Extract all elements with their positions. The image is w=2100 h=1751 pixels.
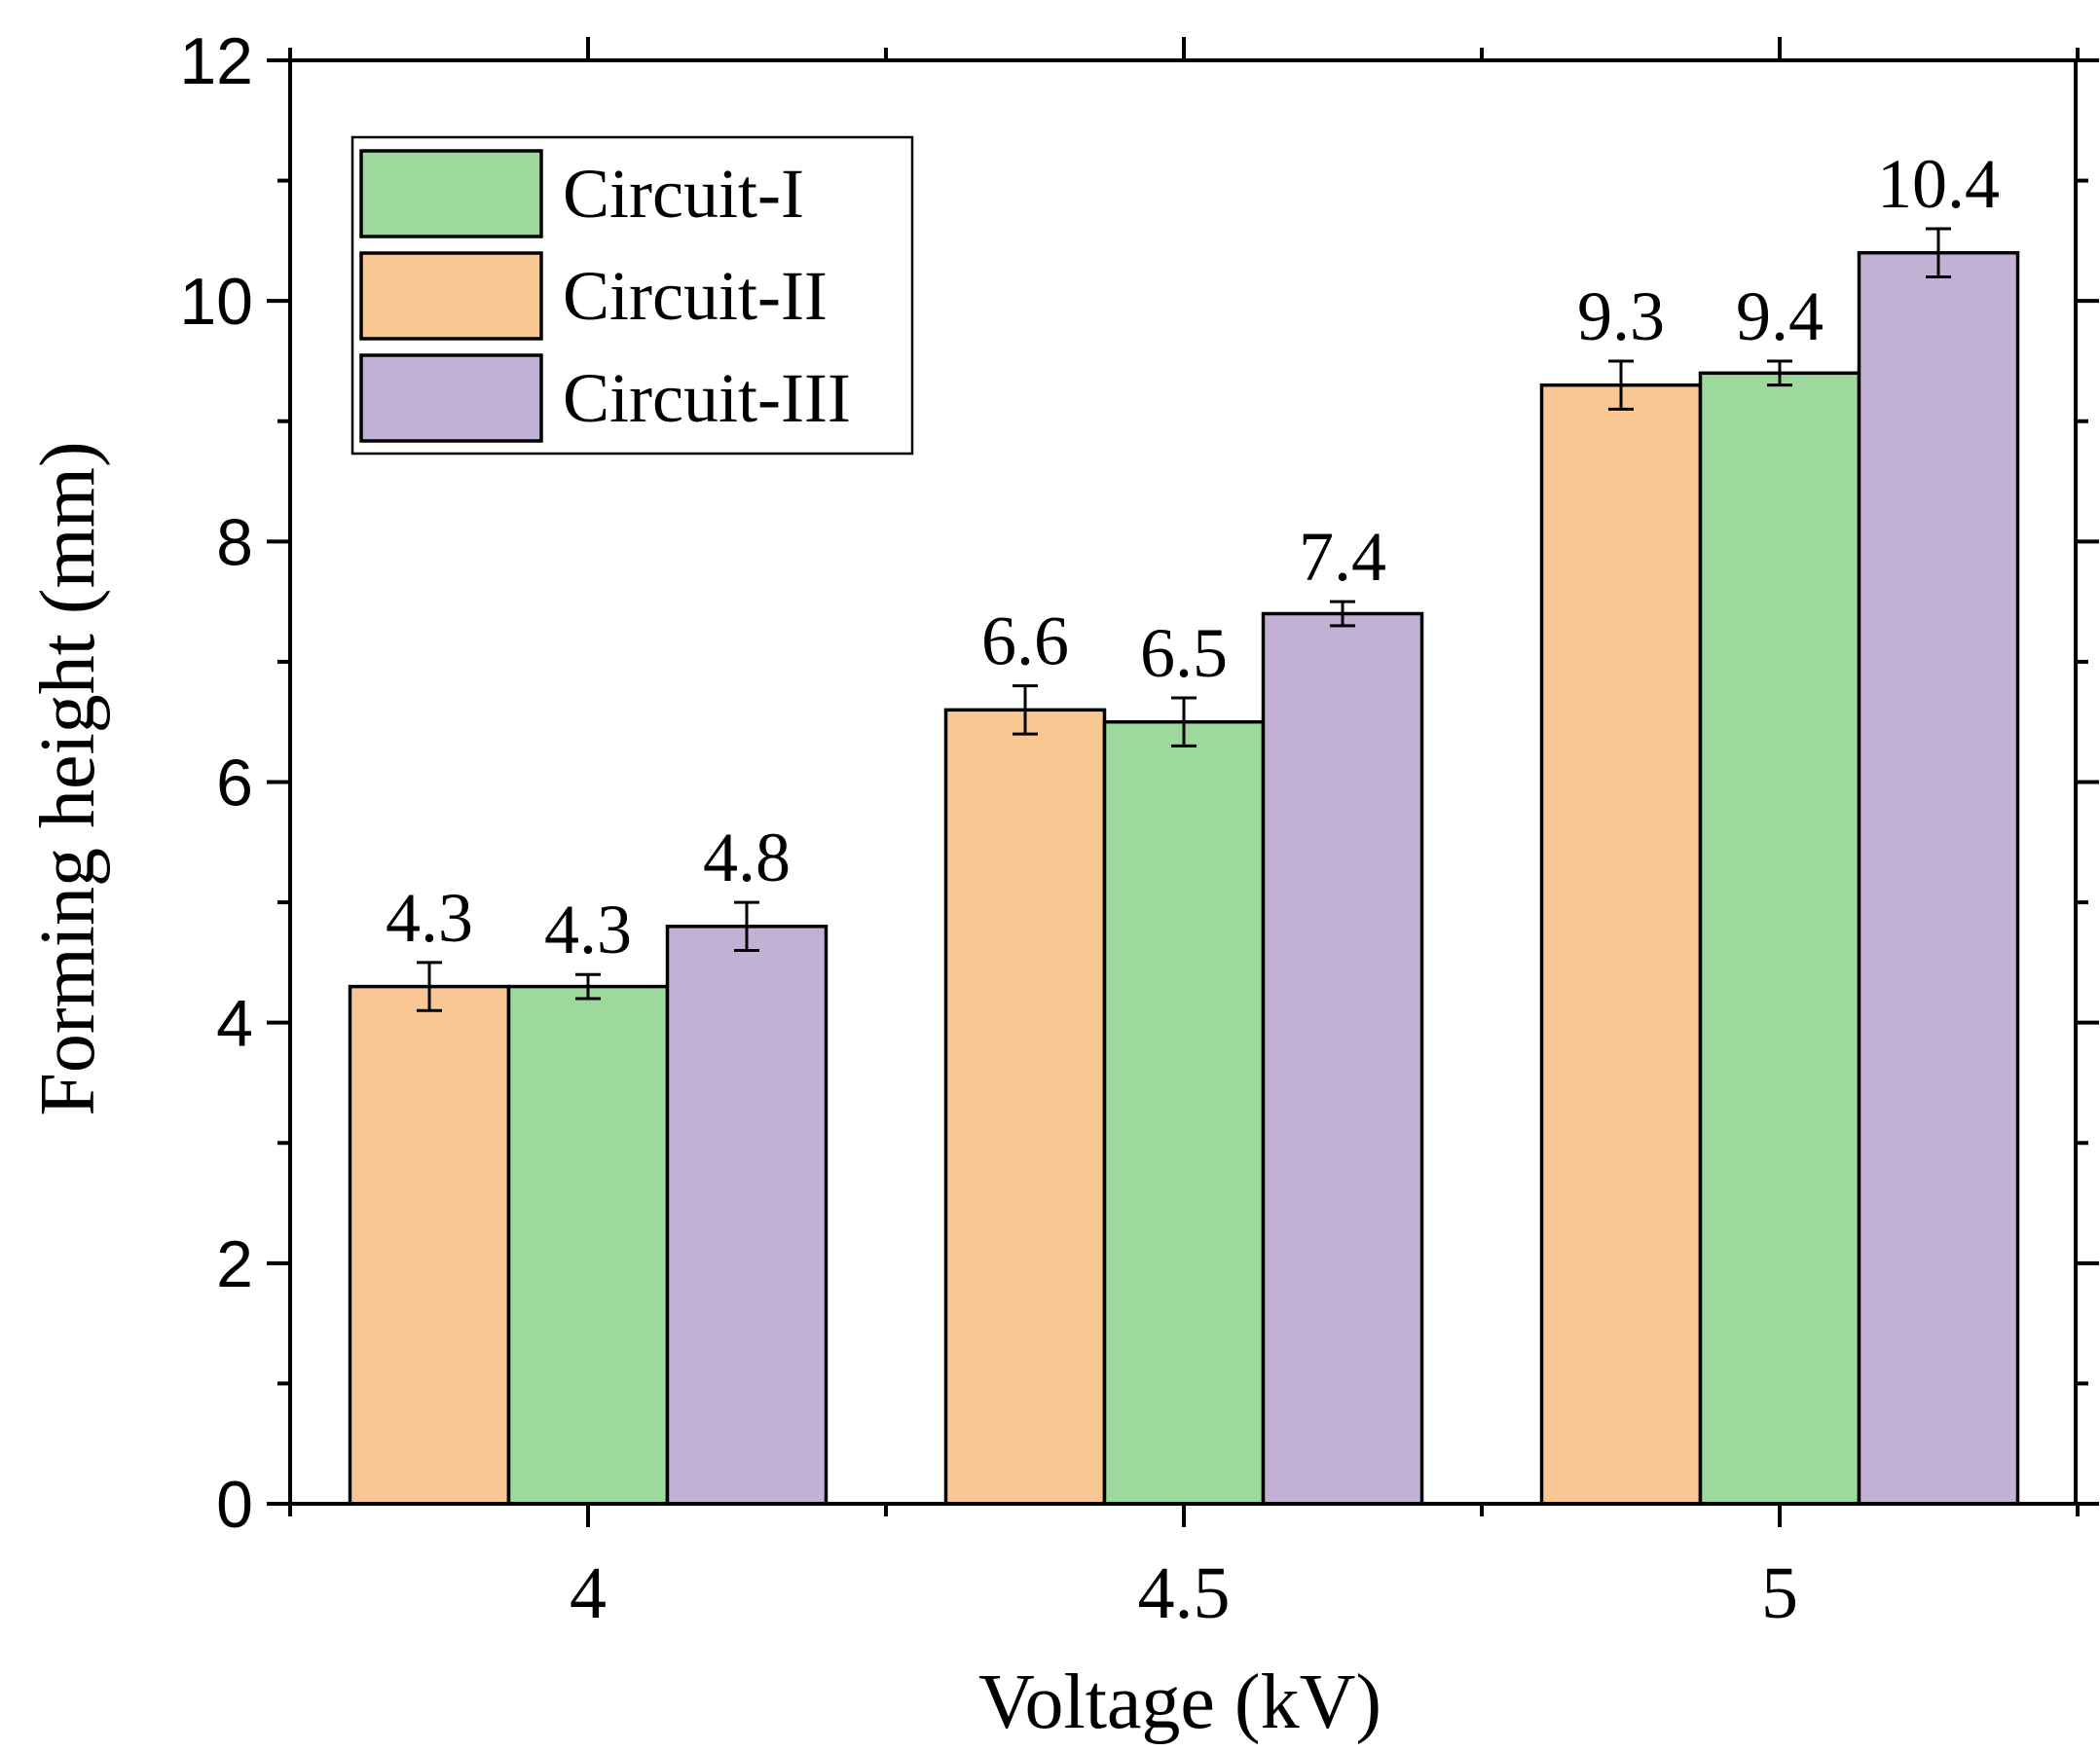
x-tick-label: 4.5 — [1138, 1552, 1231, 1634]
y-tick-label: 8 — [216, 505, 253, 579]
bar-circuit-i-4.5 — [1102, 719, 1266, 1506]
data-label-circuit-iii-4: 4.8 — [703, 819, 791, 896]
plot-area: 4.3 6.6 9.3 4.3 6.5 9.4 4.8 7.4 10.4 0 2 4 6 8 10 12 4 4.… — [179, 24, 2099, 1634]
y-tick-label: 6 — [216, 747, 253, 821]
legend: Circuit-I Circuit-II Circuit-III — [350, 135, 914, 456]
error-bar-circuit-iii-4.5 — [1330, 600, 1355, 628]
y-tick-label: 2 — [216, 1227, 253, 1301]
bar-circuit-iii-4 — [665, 925, 829, 1506]
data-label-circuit-i-5: 9.4 — [1736, 277, 1824, 355]
data-label-circuit-iii-4.5: 7.4 — [1299, 518, 1386, 596]
x-axis-title: Voltage (kV) — [978, 1660, 1382, 1745]
y-tick-label: 10 — [179, 265, 253, 339]
y-tick-label: 0 — [216, 1468, 253, 1542]
data-label-circuit-ii-4.5: 6.6 — [981, 602, 1069, 680]
bar-circuit-ii-4 — [348, 984, 511, 1506]
data-label-circuit-i-4.5: 6.5 — [1140, 614, 1228, 692]
error-bar-circuit-ii-4 — [417, 961, 442, 1012]
x-tick-label: 4 — [570, 1552, 607, 1634]
legend-label-circuit-ii: Circuit-II — [563, 257, 828, 335]
error-bar-circuit-i-5 — [1767, 359, 1792, 387]
bar-circuit-i-4 — [506, 984, 670, 1506]
bar-circuit-i-5 — [1698, 371, 1861, 1506]
legend-swatch-circuit-iii — [359, 353, 543, 443]
bar-circuit-iii-4.5 — [1261, 611, 1424, 1506]
error-bar-circuit-ii-4.5 — [1013, 684, 1038, 736]
error-bar-circuit-ii-5 — [1608, 359, 1634, 411]
y-tick-label: 4 — [216, 987, 253, 1061]
y-axis-title: Forming height (mm) — [25, 441, 111, 1115]
y-tick-label: 12 — [179, 24, 253, 98]
bar-circuit-ii-5 — [1539, 383, 1703, 1506]
error-bar-circuit-i-4.5 — [1171, 696, 1197, 748]
legend-swatch-circuit-i — [359, 149, 543, 238]
legend-label-circuit-iii: Circuit-III — [563, 359, 851, 437]
legend-label-circuit-i: Circuit-I — [563, 155, 804, 233]
error-bar-circuit-iii-5 — [1926, 227, 1951, 278]
data-label-circuit-i-4: 4.3 — [544, 891, 632, 968]
data-label-circuit-ii-4: 4.3 — [386, 879, 473, 957]
bar-circuit-iii-5 — [1857, 250, 2020, 1506]
error-bar-circuit-iii-4 — [734, 900, 759, 953]
data-label-circuit-iii-5: 10.4 — [1877, 145, 2000, 223]
error-bar-circuit-i-4 — [575, 972, 601, 1001]
legend-swatch-circuit-ii — [359, 251, 543, 341]
data-label-circuit-ii-5: 9.3 — [1577, 277, 1665, 355]
bar-circuit-ii-4.5 — [943, 708, 1107, 1506]
x-tick-label: 5 — [1761, 1552, 1798, 1634]
